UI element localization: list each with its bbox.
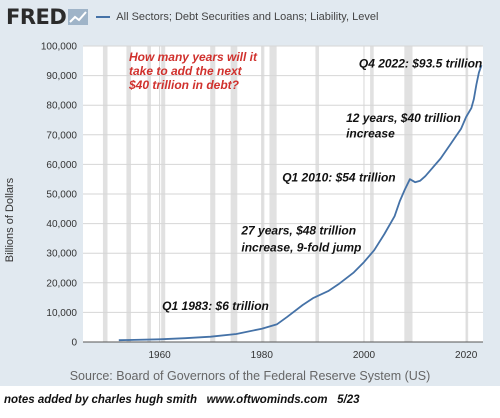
x-tick-label: 1960 (149, 350, 172, 361)
x-tick-label: 2000 (353, 350, 376, 361)
y-tick-label: 0 (71, 338, 77, 349)
x-tick-label: 1980 (251, 350, 274, 361)
annotation: Q1 1983: $6 trillion (162, 299, 269, 313)
annotation: $40 trillion in debt? (128, 78, 240, 92)
y-tick-label: 80,000 (46, 101, 77, 112)
annotation: take to add the next (129, 64, 243, 78)
y-tick-label: 30,000 (46, 249, 77, 260)
x-tick-label: 2020 (455, 350, 478, 361)
annotation: Q4 2022: $93.5 trillion (359, 57, 482, 71)
footer-note: notes added by charles hugh smith www.of… (4, 394, 360, 406)
y-tick-label: 60,000 (46, 160, 77, 171)
y-tick-label: 90,000 (46, 71, 77, 82)
fred-logo: FRED (6, 5, 67, 29)
annotation: increase (346, 126, 395, 140)
fred-logo-chart-icon (68, 9, 89, 25)
chart-header: FRED All Sectors; Debt Securities and Lo… (6, 4, 496, 30)
annotation: Q1 2010: $54 trillion (282, 170, 395, 184)
y-tick-label: 70,000 (46, 130, 77, 141)
annotation: How many years will it (129, 50, 258, 64)
y-tick-label: 100,000 (41, 42, 78, 53)
y-tick-label: 20,000 (46, 278, 77, 289)
annotation: 27 years, $48 trillion (240, 224, 356, 238)
y-tick-label: 50,000 (46, 190, 77, 201)
annotation: 12 years, $40 trillion (346, 111, 461, 125)
annotation: increase, 9-fold jump (241, 240, 361, 254)
legend-swatch (96, 16, 111, 18)
legend-label: All Sectors; Debt Securities and Loans; … (116, 11, 379, 23)
series-line (118, 64, 483, 342)
source-note: Source: Board of Governors of the Federa… (69, 369, 431, 383)
y-tick-label: 10,000 (46, 308, 77, 319)
y-tick-label: 40,000 (46, 219, 77, 230)
